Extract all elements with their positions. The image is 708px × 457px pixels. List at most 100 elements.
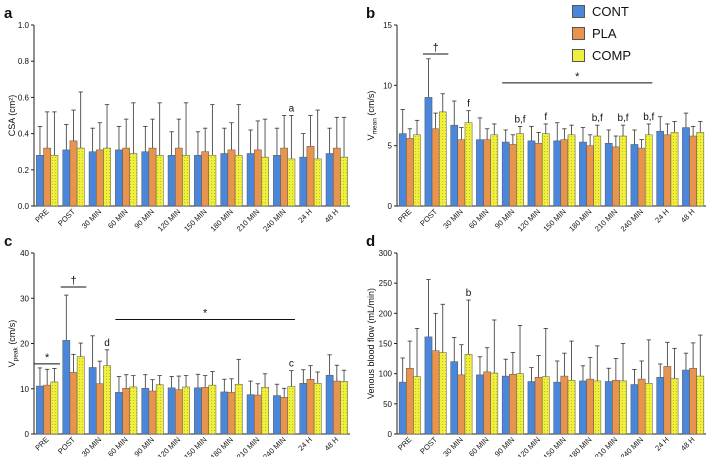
bar-comp	[234, 383, 243, 435]
bar-comp	[593, 135, 602, 207]
bar-cont	[325, 153, 334, 207]
y-tick-label: 30	[20, 294, 29, 303]
bar-pla	[332, 147, 341, 207]
bar-pla	[253, 394, 262, 435]
x-tick-label: 240 MIN	[261, 207, 287, 233]
bar-cont	[115, 392, 123, 435]
y-axis-label-unit: (cm/s)	[7, 320, 17, 348]
legend-swatch-pla	[572, 26, 585, 40]
y-tick-label: 40	[20, 249, 29, 258]
bar-pla	[43, 384, 52, 435]
bar-comp	[670, 132, 679, 207]
significance-annotation: d	[104, 338, 110, 349]
bar-comp	[50, 155, 59, 207]
bar-cont	[36, 385, 44, 435]
significance-symbol: †	[433, 42, 439, 54]
y-tick-label: 0.6	[18, 93, 30, 102]
legend-label-cont: CONT	[592, 3, 629, 19]
bar-comp	[541, 133, 550, 207]
bar-comp	[103, 147, 111, 207]
x-tick-label: PRE	[396, 207, 413, 224]
bar-comp	[438, 111, 447, 207]
significance-annotation: b,f	[514, 114, 525, 125]
bar-pla	[534, 377, 543, 435]
bar-cont	[579, 380, 587, 435]
significance-annotation: b	[466, 288, 472, 299]
x-tick-label: 24 H	[296, 207, 314, 225]
x-tick-label: 240 MIN	[261, 435, 287, 457]
legend-swatch-comp	[572, 48, 585, 62]
bar-cont	[115, 149, 123, 207]
bar-cont	[604, 143, 613, 207]
x-tick-label: 150 MIN	[541, 207, 567, 233]
bar-cont	[424, 336, 433, 435]
bar-pla	[483, 139, 491, 207]
x-tick-label: POST	[56, 435, 77, 456]
x-tick-label: 30 MIN	[80, 207, 103, 230]
bar-comp	[696, 132, 705, 207]
bar-cont	[579, 141, 587, 207]
bar-pla	[201, 387, 210, 435]
panel-letter-a: a	[4, 5, 13, 22]
x-tick-label: 120 MIN	[516, 435, 542, 457]
legend-swatch-cont	[572, 4, 585, 18]
x-tick-label: 60 MIN	[106, 435, 129, 457]
bar-cont	[553, 140, 562, 207]
legend-item-comp: COMP	[572, 44, 631, 66]
bar-pla	[431, 350, 440, 435]
bar-pla	[612, 146, 620, 207]
bar-cont	[167, 387, 176, 435]
bar-pla	[332, 380, 341, 435]
y-tick-label: 150	[379, 340, 393, 349]
bar-pla	[95, 149, 104, 207]
y-axis-label: CSA (cm²)	[7, 95, 17, 137]
bar-pla	[227, 149, 236, 207]
bar-cont	[682, 127, 690, 207]
bar-cont	[88, 367, 97, 435]
significance-annotation: a	[289, 104, 295, 115]
bar-cont	[141, 151, 150, 207]
x-tick-label: 30 MIN	[80, 435, 103, 457]
panel-b-chart: b 0 5 10 15 Vmean (cm/s) PRE POST 30 MIN 60 MIN 90…	[366, 5, 706, 233]
bar-cont	[398, 381, 407, 435]
bar-pla	[174, 389, 183, 435]
bar-comp	[208, 155, 217, 207]
x-tick-label: 24 H	[653, 207, 671, 225]
y-axis-label: Venous blood flow (mL/min)	[366, 288, 376, 399]
bar-cont	[36, 155, 44, 207]
bar-cont	[325, 374, 334, 435]
bar-cont	[299, 156, 308, 207]
bar-comp	[182, 386, 190, 435]
bar-comp	[413, 134, 421, 207]
bar-comp	[155, 155, 164, 207]
x-tick-label: 210 MIN	[235, 207, 261, 233]
bar-comp	[696, 375, 705, 435]
x-tick-label: 48 H	[323, 435, 341, 453]
x-tick-label: PRE	[33, 207, 50, 224]
bar-pla	[509, 374, 517, 435]
bar-comp	[619, 380, 627, 435]
bar-comp	[313, 383, 322, 435]
bar-pla	[406, 138, 414, 207]
bar-cont	[476, 374, 484, 435]
bar-pla	[689, 135, 697, 207]
y-tick-label: 0	[25, 430, 30, 439]
legend-label-comp: COMP	[592, 47, 631, 63]
y-tick-label: 0	[388, 430, 393, 439]
significance-annotation: b,f	[643, 112, 654, 123]
x-tick-label: 90 MIN	[493, 207, 516, 230]
bar-comp	[129, 153, 138, 207]
bar-comp	[516, 133, 524, 207]
bar-cont	[273, 395, 281, 435]
bar-pla	[663, 366, 672, 435]
y-tick-label: 0	[388, 202, 393, 211]
legend-item-cont: CONT	[572, 0, 631, 22]
bar-comp	[541, 376, 550, 435]
y-tick-label: 200	[379, 309, 393, 318]
y-axis-label-sub: mean	[372, 118, 379, 135]
x-tick-label: 240 MIN	[619, 435, 645, 457]
y-tick-label: 0.0	[18, 202, 30, 211]
bar-cont	[194, 387, 202, 435]
bar-cont	[88, 151, 97, 207]
